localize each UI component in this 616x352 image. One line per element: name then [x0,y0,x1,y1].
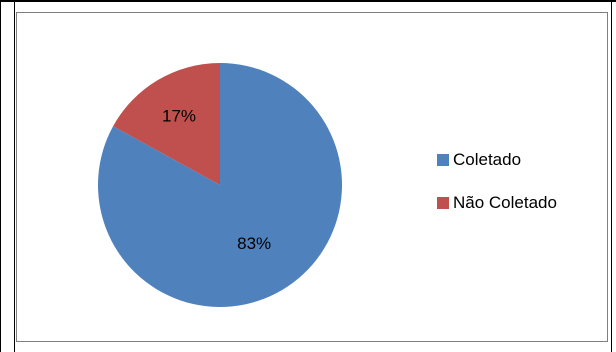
legend-swatch-nao-coletado [437,197,449,209]
legend-swatch-coletado [437,154,449,166]
table-border-right [611,0,612,352]
table-border-top [0,0,616,2]
table-border-inner [14,0,15,352]
data-label-coletado: 83% [237,234,271,253]
legend-label-nao-coletado: Não Coletado [453,193,557,212]
chart-legend: Coletado Não Coletado [437,150,557,236]
data-label-nao-coletado: 17% [162,107,196,126]
legend-item-coletado: Coletado [437,150,557,170]
pie-slice-nao-coletado [113,63,220,185]
legend-item-nao-coletado: Não Coletado [437,193,557,213]
table-border-left [0,0,1,352]
legend-label-coletado: Coletado [453,150,522,169]
